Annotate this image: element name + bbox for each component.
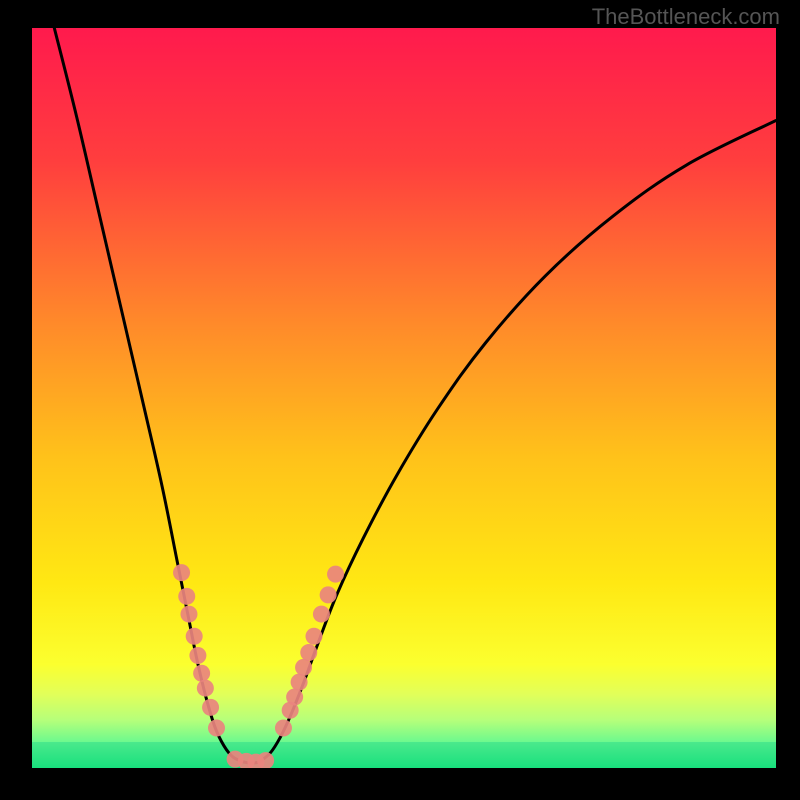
plot-area <box>32 28 776 768</box>
gradient-background <box>32 28 776 768</box>
watermark-text: TheBottleneck.com <box>592 4 780 30</box>
green-band <box>32 742 776 768</box>
chart-container: TheBottleneck.com <box>0 0 800 800</box>
